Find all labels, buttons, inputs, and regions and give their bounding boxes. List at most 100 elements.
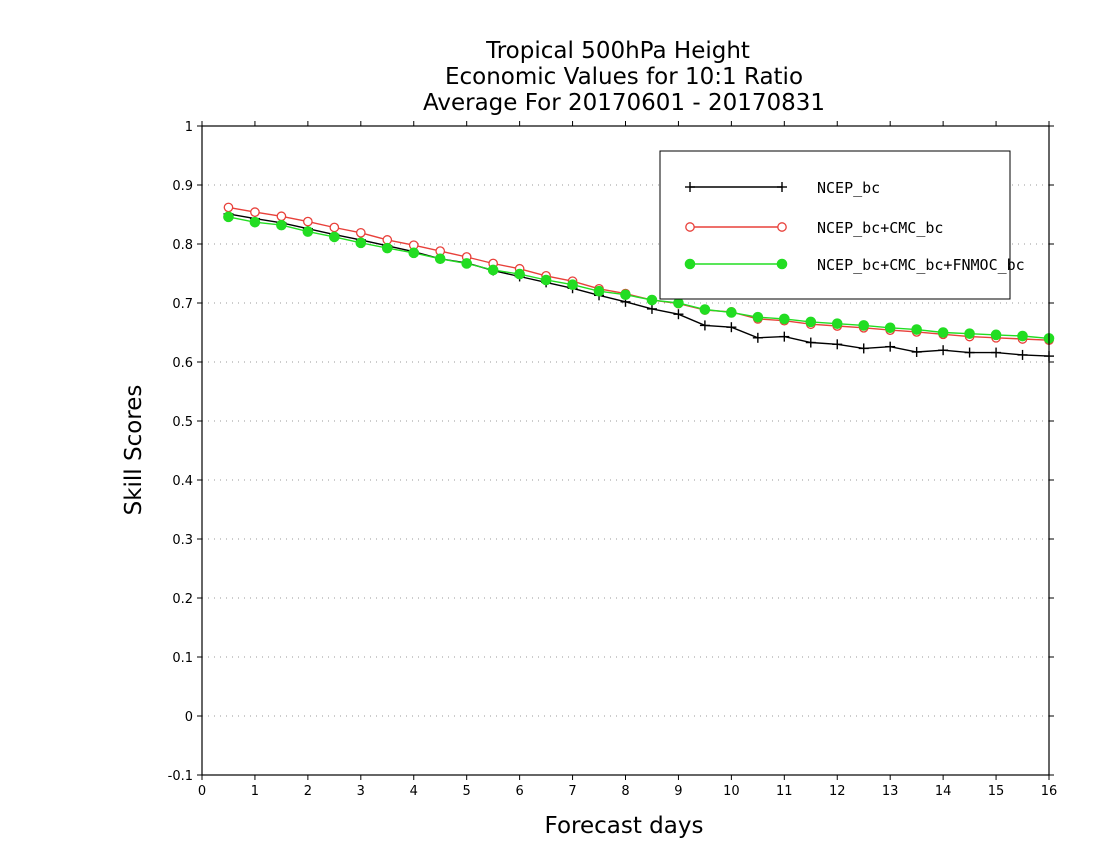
data-point [964,347,975,358]
x-axis-label: Forecast days [545,813,704,839]
legend-marker [685,222,695,232]
y-tick-label: 1 [185,120,193,135]
chart-title: Tropical 500hPa Height Economic Values f… [423,38,825,116]
data-point [223,211,234,223]
legend: NCEP_bc NCEP_bc+CMC_bc NCEP_bc+CMC_bc+FNMO… [659,150,1025,300]
data-point [885,341,896,352]
data-point [884,322,896,334]
legend-item-1: NCEP_bc+CMC_bc [685,219,943,237]
data-point [540,274,552,286]
x-tick-label: 9 [674,784,682,799]
x-tick-label: 12 [829,784,846,799]
data-point [831,318,843,329]
data-series [223,202,1055,362]
x-tick-label: 2 [304,784,312,799]
legend-marker [684,258,696,270]
data-point [434,253,446,265]
data-point [646,303,657,314]
data-point [487,264,499,276]
legend-item-0: NCEP_bc [685,179,880,197]
data-point [937,327,949,338]
x-tick-label: 0 [198,784,206,799]
x-tick-label: 10 [723,784,740,799]
legend-label: NCEP_bc+CMC_bc [817,219,943,237]
x-tick-label: 4 [410,784,418,799]
data-point [329,231,340,243]
data-point [752,311,764,323]
legend-label: NCEP_bc [817,179,880,197]
data-point [990,329,1002,341]
data-point [620,289,631,301]
data-point [249,216,261,228]
data-point [911,324,922,335]
data-point [382,235,393,245]
data-point [646,294,658,306]
y-tick-label: 0.9 [172,179,193,194]
data-point [726,322,737,333]
data-point [381,242,393,254]
legend-marker [777,182,787,192]
data-point [805,337,816,348]
legend-box [659,150,1011,300]
data-point [964,328,975,339]
data-point [355,227,366,238]
legend-marker [777,222,787,232]
series-2 [223,211,1055,344]
y-tick-label: 0.4 [172,474,193,489]
x-tick-label: 11 [776,784,793,799]
data-point [699,320,710,331]
chart-title-line-1: Tropical 500hPa Height [485,38,750,64]
data-point [673,309,684,320]
y-tick-label: 0.6 [172,356,193,371]
data-point [1017,349,1028,360]
data-point [567,279,578,291]
y-tick-label: 0.2 [172,592,193,607]
x-tick-label: 13 [882,784,899,799]
data-point [779,313,790,325]
data-point [514,268,525,280]
data-point [752,332,763,343]
chart-title-line-3: Average For 20170601 - 20170831 [423,90,825,116]
data-point [593,285,605,297]
y-axis-ticks: -0.1 0 0.1 0.2 0.3 0.4 0.5 0.6 0.7 0.8 0.9 1 [168,120,1054,784]
data-point [911,346,922,357]
y-tick-label: 0.3 [172,533,193,548]
data-point [805,316,817,328]
legend-marker [776,258,788,270]
x-tick-label: 14 [935,784,952,799]
data-point [302,226,314,237]
data-point [276,219,287,231]
y-tick-label: -0.1 [168,769,193,784]
x-tick-label: 6 [515,784,523,799]
data-point [832,339,843,350]
y-tick-label: 0.1 [172,651,193,666]
y-tick-label: 0 [185,710,193,725]
x-tick-label: 1 [251,784,259,799]
chart-title-line-2: Economic Values for 10:1 Ratio [445,64,803,90]
data-point [355,237,367,249]
data-point [1017,330,1028,342]
data-point [858,343,869,354]
x-tick-label: 8 [621,784,629,799]
data-point [303,216,313,227]
data-point [329,222,340,233]
x-tick-label: 3 [357,784,365,799]
y-tick-label: 0.8 [172,238,193,253]
y-tick-label: 0.7 [172,297,193,312]
legend-label: NCEP_bc+CMC_bc+FNMOC_bc [817,256,1025,274]
y-axis-label: Skill Scores [121,385,147,516]
data-point [991,347,1002,358]
data-point [673,297,684,309]
x-tick-label: 15 [988,784,1005,799]
x-tick-label: 7 [568,784,576,799]
data-point [250,207,260,217]
y-tick-label: 0.5 [172,415,193,430]
data-point [408,247,420,259]
x-tick-label: 5 [463,784,471,799]
legend-item-2: NCEP_bc+CMC_bc+FNMOC_bc [684,256,1025,274]
data-point [726,307,737,318]
data-point [938,345,949,356]
x-tick-label: 16 [1041,784,1058,799]
